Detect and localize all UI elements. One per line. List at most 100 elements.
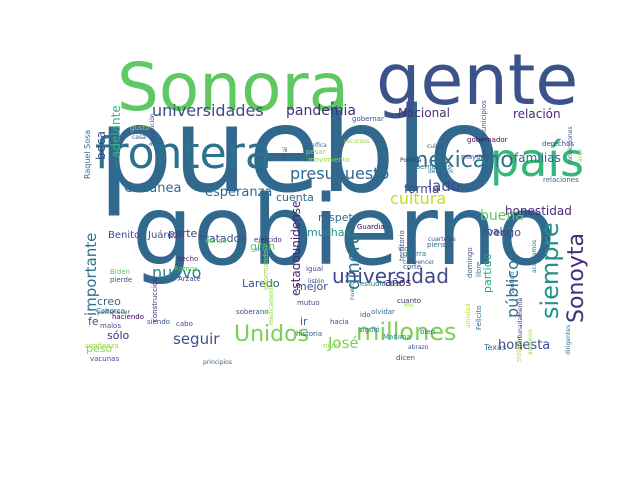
cloud-word: Rio — [404, 301, 414, 309]
cloud-word: Arzate — [178, 274, 201, 283]
cloud-word: recursos — [344, 137, 370, 145]
cloud-word: haciendo — [112, 312, 144, 321]
cloud-word: presupuesto — [290, 164, 390, 184]
cloud-word: movimiento — [308, 155, 350, 164]
cloud-word: derechos — [542, 139, 574, 148]
cloud-word: Unidos — [234, 322, 310, 348]
cloud-word: beca — [94, 131, 108, 160]
cloud-word: soberano — [236, 307, 269, 316]
cloud-word: pertenecer — [97, 308, 130, 316]
cloud-word: territorio — [398, 230, 406, 261]
cloud-word: parte — [168, 226, 198, 240]
cloud-word: nuevo — [349, 281, 356, 300]
cloud-word: servir — [481, 140, 488, 157]
cloud-word: dónde — [205, 236, 227, 245]
cloud-word: listón — [308, 277, 325, 285]
cloud-word: construcción — [151, 277, 159, 322]
cloud-word: gobernar — [352, 114, 384, 123]
cloud-word: confianza — [85, 341, 119, 350]
cloud-word: respeto — [318, 210, 360, 224]
cloud-word: pierde — [110, 275, 133, 284]
cloud-word: Mañana — [383, 332, 411, 341]
cloud-word: decimos — [428, 167, 454, 175]
cloud-word: honesta — [498, 337, 551, 353]
cloud-word: culpa — [427, 142, 444, 150]
cloud-word: dirigentes — [565, 324, 572, 355]
cloud-word: amistad — [465, 303, 472, 328]
cloud-word: peso — [86, 341, 113, 355]
cloud-word: igual — [306, 264, 324, 273]
cloud-word: Política — [400, 156, 422, 164]
cloud-word: buena — [480, 207, 524, 224]
cloud-word: Felicito — [475, 305, 483, 330]
cloud-word: significa — [302, 141, 327, 149]
cloud-word: tratados — [200, 231, 247, 245]
cloud-word: cultura — [390, 189, 447, 209]
cloud-word: nuevo — [152, 263, 202, 283]
cloud-word: Juárez — [148, 230, 179, 242]
cloud-word: historia — [296, 329, 323, 338]
cloud-word: pandemia — [286, 102, 356, 119]
cloud-word: guerra — [403, 249, 427, 258]
cloud-word: pesar — [306, 147, 326, 156]
cloud-word: principios — [203, 358, 232, 366]
cloud-word: familias — [514, 150, 561, 165]
cloud-word: Biden — [110, 267, 130, 276]
cloud-word: frontera — [95, 128, 272, 180]
cloud-word: hacia — [330, 317, 349, 326]
cloud-word: olvidar — [371, 307, 395, 316]
cloud-word: afortunadamente — [517, 297, 524, 350]
cloud-word: convencer — [403, 258, 435, 266]
cloud-word: José — [328, 334, 359, 353]
cloud-word: gran — [250, 239, 276, 253]
cloud-word: años — [385, 275, 412, 289]
cloud-word: malos — [100, 321, 121, 330]
cloud-word: universidad — [332, 263, 449, 288]
cloud-word: mayoría — [461, 152, 490, 161]
cloud-word: millones — [356, 318, 457, 347]
cloud-word: Caborca — [96, 306, 125, 315]
cloud-word: siendo — [147, 317, 171, 326]
cloud-word: acordamos — [531, 239, 538, 273]
cloud-word: gobernador — [467, 135, 508, 144]
cloud-word: Sonoyta — [564, 233, 589, 323]
cloud-word: honestidad — [505, 203, 572, 218]
cloud-word: hecho — [177, 254, 199, 263]
cloud-word: siguió — [359, 325, 380, 334]
cloud-word: vida — [398, 244, 413, 253]
cloud-word: lado — [428, 177, 461, 196]
cloud-word: abrazo — [408, 343, 429, 351]
cloud-word: seguir — [173, 330, 220, 349]
cloud-word: domingo — [466, 247, 474, 278]
cloud-word: nivel — [323, 341, 340, 350]
cloud-word: mejor — [296, 279, 328, 293]
cloud-word: vengo — [487, 225, 521, 239]
cloud-word: siempre — [536, 222, 564, 319]
cloud-word: país — [490, 133, 585, 188]
cloud-word: Revolución — [149, 113, 156, 146]
cloud-word: mutuo — [297, 298, 320, 307]
cloud-word: municipios — [480, 100, 488, 138]
cloud-word: creo — [97, 294, 121, 308]
cloud-word: sentido — [509, 271, 516, 294]
cloud-word: muchas — [307, 225, 351, 239]
cloud-word: Raquel Sosa — [83, 129, 92, 179]
cloud-word: ir — [300, 314, 308, 328]
cloud-word: Sonora — [117, 49, 350, 127]
cloud-word: Benito — [108, 230, 141, 242]
cloud-word: asesinos — [527, 329, 534, 355]
cloud-word: forma — [404, 181, 440, 196]
cloud-word: gusto — [130, 123, 150, 132]
cloud-word: obra — [256, 245, 270, 253]
cloud-word: vacunas — [90, 354, 120, 363]
cloud-word: acto — [577, 149, 584, 162]
cloud-word: ido — [360, 310, 371, 319]
cloud-word: estudiantes — [360, 279, 401, 288]
cloud-word: Guardia — [357, 222, 385, 231]
cloud-word: cuanto — [397, 296, 422, 305]
cloud-word: bien — [420, 327, 436, 336]
cloud-word: medicamentos — [268, 280, 275, 325]
cloud-word: pueblo — [98, 80, 501, 219]
cloud-word: fe — [88, 314, 99, 328]
